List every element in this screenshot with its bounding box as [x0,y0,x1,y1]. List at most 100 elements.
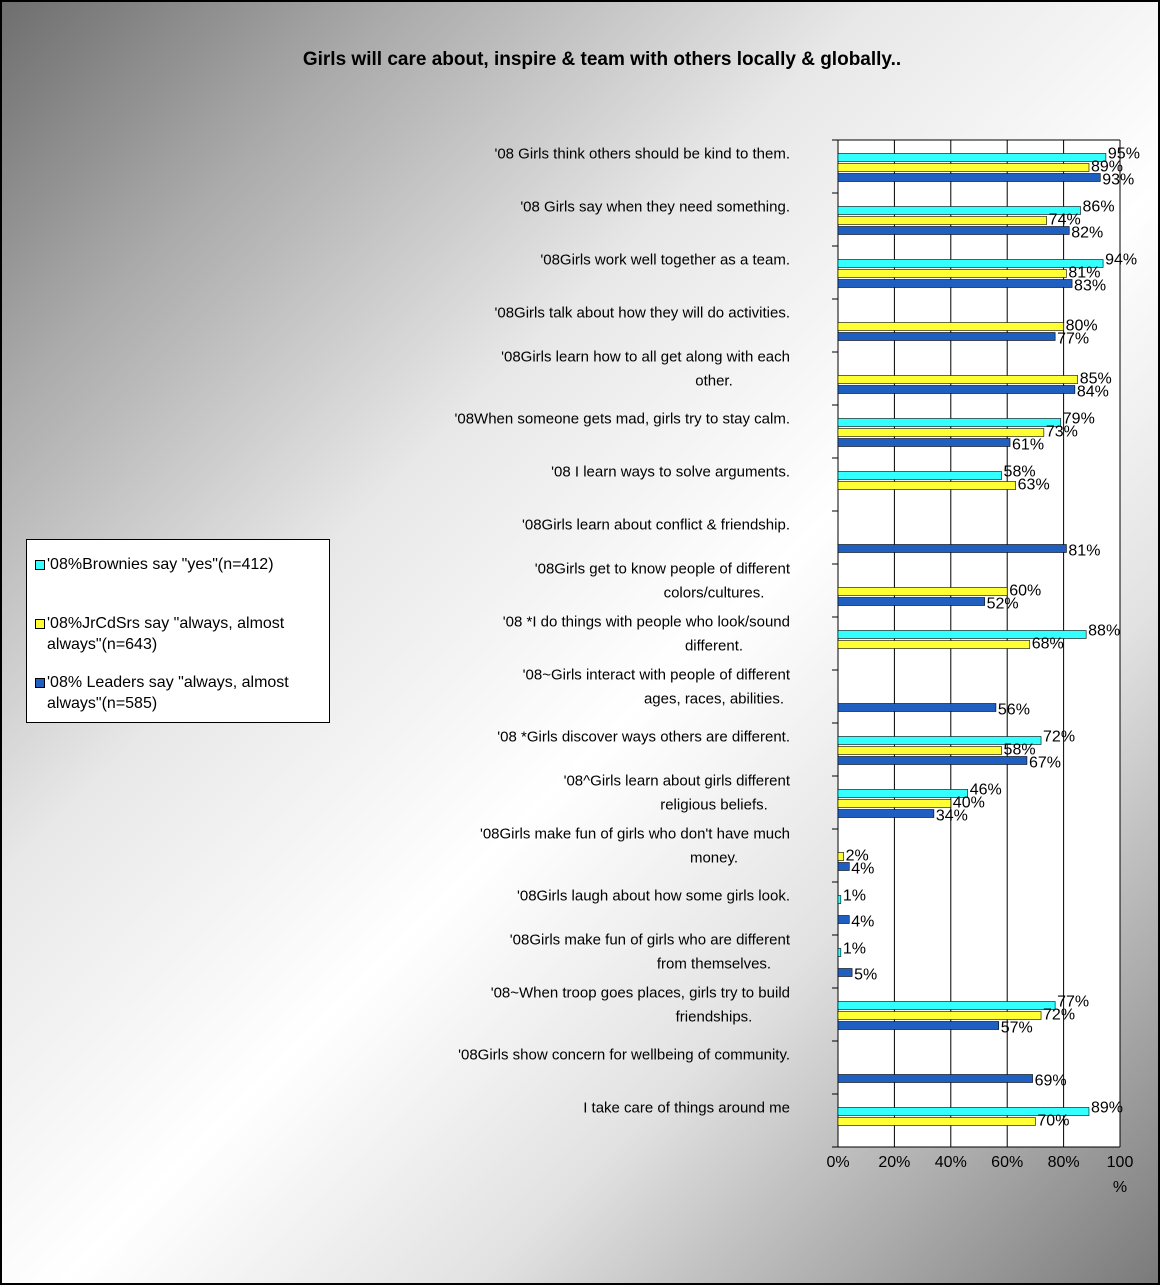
data-label-jrcdsrs: 72% [1043,1007,1075,1024]
category-label-line: friendships. [676,1009,753,1026]
data-label-leaders: 82% [1071,225,1103,242]
bar-leaders [837,756,1028,765]
bar-leaders [837,279,1073,288]
data-label-brownies: 89% [1091,1100,1123,1117]
bar-brownies [837,630,1087,639]
category-label: '08~Girls interact with people of differ… [523,667,791,708]
data-label-brownies: 88% [1088,623,1120,640]
category-label-line: '08 *Girls discover ways others are diff… [497,729,790,746]
category-label: '08~When troop goes places, girls try to… [491,985,790,1026]
bar-brownies [837,153,1107,162]
category-label: '08 Girls think others should be kind to… [494,146,790,163]
category-label: '08When someone gets mad, girls try to s… [454,411,790,428]
category-label-line: different. [685,638,743,655]
chart-title: Girls will care about, inspire & team wi… [302,49,902,70]
bar-leaders [837,809,935,818]
data-label-leaders: 4% [851,914,874,931]
data-label-leaders: 81% [1068,543,1100,560]
bar-jrcdsrs [837,216,1047,225]
bar-jrcdsrs [837,428,1045,437]
bar-jrcdsrs [837,746,1002,755]
data-label-brownies: 86% [1083,199,1115,216]
category-label-line: '08Girls laugh about how some girls look… [517,888,790,905]
category-label: '08 *Girls discover ways others are diff… [497,729,790,746]
bar-brownies [837,736,1042,745]
data-label-brownies: 79% [1063,411,1095,428]
data-label-leaders: 56% [998,702,1030,719]
bar-jrcdsrs [837,1011,1042,1020]
data-label-leaders: 5% [854,967,877,984]
category-label: '08 Girls say when they need something. [520,199,790,216]
data-label-brownies: 72% [1043,729,1075,746]
bar-jrcdsrs [837,799,952,808]
category-label-line: '08Girls make fun of girls who don't hav… [480,826,790,843]
bar-leaders [837,1074,1033,1083]
category-label-line: '08Girls talk about how they will do act… [495,305,791,322]
bar-jrcdsrs [837,852,844,861]
data-label-jrcdsrs: 60% [1009,583,1041,600]
category-label: '08Girls talk about how they will do act… [495,305,791,322]
data-label-brownies: 1% [843,941,866,958]
bar-brownies [837,418,1062,427]
category-label-line: money. [690,850,738,867]
x-tick-label: 80% [1048,1154,1080,1171]
x-tick-label: 100 [1107,1154,1134,1171]
data-label-brownies: 95% [1108,146,1140,163]
bar-leaders [837,332,1056,341]
data-label-jrcdsrs: 58% [1004,742,1036,759]
category-label-line: '08 Girls think others should be kind to… [494,146,790,163]
legend-label-jrcdsrs: '08%JrCdSrs say "always, almost always"(… [47,615,285,653]
bar-jrcdsrs [837,375,1078,384]
data-label-jrcdsrs: 63% [1018,477,1050,494]
bar-brownies [837,1001,1056,1010]
bar-brownies [837,1107,1090,1116]
bar-leaders [837,385,1076,394]
bar-brownies [837,471,1002,480]
data-label-leaders: 67% [1029,755,1061,772]
bar-leaders [837,544,1067,553]
bar-brownies [837,948,842,957]
bar-leaders [837,968,853,977]
category-label: '08Girls get to know people of different… [535,561,791,602]
x-tick-label: 60% [991,1154,1023,1171]
data-label-brownies: 77% [1057,994,1089,1011]
category-label: '08Girls work well together as a team. [540,252,790,269]
category-label-line: from themselves. [657,956,771,973]
data-label-jrcdsrs: 80% [1066,318,1098,335]
data-label-brownies: 94% [1105,252,1137,269]
bar-leaders [837,438,1011,447]
category-label-line: '08Girls learn how to all get along with… [501,349,790,366]
bar-jrcdsrs [837,1117,1036,1126]
bar-brownies [837,259,1104,268]
category-label-line: '08Girls work well together as a team. [540,252,790,269]
data-label-jrcdsrs: 81% [1068,265,1100,282]
category-label-line: '08Girls learn about conflict & friendsh… [522,517,790,534]
legend-swatch-jrcdsrs [35,619,45,629]
data-label-jrcdsrs: 70% [1037,1113,1069,1130]
legend-item-jrcdsrs: '08%JrCdSrs say "always, almost always"(… [35,613,327,655]
bar-jrcdsrs [837,322,1064,331]
legend: '08%Brownies say "yes"(n=412) '08%JrCdSr… [26,539,330,723]
category-label: '08 I learn ways to solve arguments. [551,464,790,481]
category-label-line: religious beliefs. [660,797,768,814]
bar-leaders [837,862,850,871]
category-label: '08Girls show concern for wellbeing of c… [458,1047,790,1064]
data-label-jrcdsrs: 89% [1091,159,1123,176]
category-label-line: '08~Girls interact with people of differ… [523,667,791,684]
category-label-line: '08Girls make fun of girls who are diffe… [510,932,791,949]
data-label-leaders: 34% [936,808,968,825]
legend-item-brownies: '08%Brownies say "yes"(n=412) [35,554,327,575]
x-tick-label: % [1113,1179,1127,1196]
category-label-line: ages, races, abilities. [644,691,784,708]
bar-jrcdsrs [837,269,1067,278]
data-label-jrcdsrs: 68% [1032,636,1064,653]
category-label: '08^Girls learn about girls different rel… [564,773,791,814]
data-label-leaders: 84% [1077,384,1109,401]
legend-item-leaders: '08% Leaders say "always, almost always"… [35,672,327,714]
category-label-line: I take care of things around me [583,1100,790,1117]
category-label-line: other. [695,373,733,390]
category-label-line: '08 I learn ways to solve arguments. [551,464,790,481]
data-label-leaders: 93% [1102,172,1134,189]
data-label-jrcdsrs: 74% [1049,212,1081,229]
